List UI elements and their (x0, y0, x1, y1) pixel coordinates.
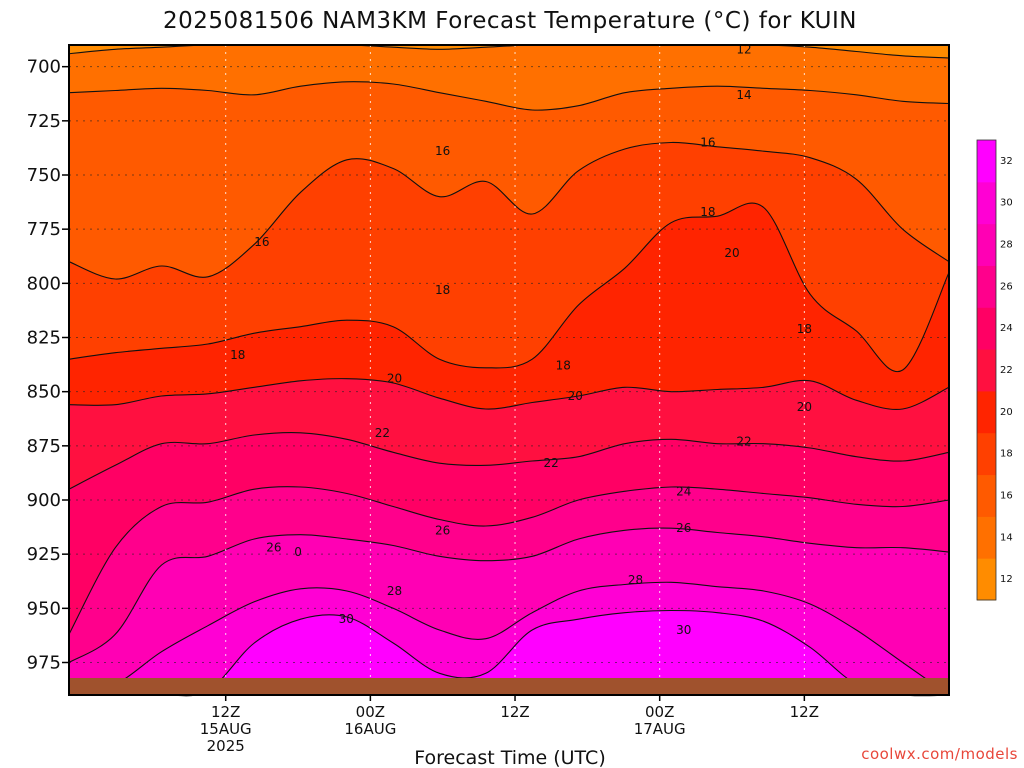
colorbar-label: 14 (1000, 532, 1013, 543)
x-tick-label: 17AUG (634, 720, 686, 738)
y-tick-label: 975 (27, 653, 61, 674)
contour-line-28 (68, 581, 950, 696)
colorbar-frame (976, 139, 997, 601)
colorbar-swatch (977, 140, 996, 183)
fill-band-above-30 (69, 610, 949, 696)
contour-label: 18 (556, 359, 571, 373)
contour-line-16 (68, 141, 950, 280)
contour-label: 0 (294, 545, 302, 559)
contour-label: 14 (736, 88, 751, 102)
contour-label: 16 (435, 144, 450, 158)
colorbar-swatch (977, 474, 996, 517)
colorbar-swatch (977, 558, 996, 601)
colorbar-label: 20 (1000, 407, 1013, 418)
colorbar-swatch (977, 390, 996, 434)
y-tick-label: 950 (27, 598, 61, 619)
colorbar-label: 30 (1000, 198, 1013, 209)
colorbar-label: 24 (1000, 323, 1013, 334)
contour-line-20 (68, 378, 950, 411)
y-tick-label: 700 (27, 57, 61, 78)
colorbar-label: 18 (1000, 449, 1013, 460)
colorbar-swatch (977, 265, 996, 308)
x-tick-label: 12Z (211, 703, 240, 721)
contour-label: 24 (676, 484, 691, 498)
y-tick-label: 725 (27, 111, 61, 132)
credit-text: coolwx.com/models (861, 745, 1018, 763)
y-tick-label: 900 (27, 490, 61, 511)
contour-label: 28 (628, 573, 643, 587)
contour-label: 20 (797, 400, 812, 414)
contour-label: 20 (568, 389, 583, 403)
contour-label: 22 (736, 435, 751, 449)
contour-label: 20 (724, 246, 739, 260)
plot-frame (68, 44, 950, 696)
colorbar: 12 14 16 18 20 22 24 26 28 30 32 (976, 139, 1013, 601)
x-tick-label: 00Z (356, 703, 385, 721)
x-tick-label: 12Z (500, 703, 529, 721)
colorbar-swatch (977, 307, 996, 350)
y-axis: 700 725 750 775 800 825 850 875 900 925 950 975 (27, 57, 69, 674)
contour-label: 26 (676, 521, 691, 535)
contour-line-24 (68, 486, 950, 635)
contour-label: 26 (435, 523, 450, 537)
contour-label: 18 (230, 348, 245, 362)
contour-label: 18 (435, 283, 450, 297)
contour-label: 18 (797, 322, 812, 336)
contour-line-14 (68, 81, 950, 111)
colorbar-swatch (977, 181, 996, 225)
x-tick-label: 16AUG (344, 720, 396, 738)
y-tick-label: 875 (27, 436, 61, 457)
contour-line-layer (68, 44, 950, 697)
ground-layer (69, 678, 949, 695)
colorbar-swatch (977, 223, 996, 266)
x-axis-title: Forecast Time (UTC) (414, 747, 605, 768)
y-tick-label: 775 (27, 219, 61, 240)
colorbar-swatch (977, 349, 996, 392)
colorbar-label: 12 (1000, 574, 1013, 585)
contour-label: 18 (700, 205, 715, 219)
colorbar-swatch (977, 432, 996, 476)
x-tick-label: 15AUG (200, 720, 252, 738)
colorbar-label: 26 (1000, 281, 1013, 292)
contour-label: 22 (544, 456, 559, 470)
contour-label: 16 (700, 136, 715, 150)
y-tick-label: 750 (27, 165, 61, 186)
contour-label: 20 (387, 372, 402, 386)
contour-label: 26 (266, 541, 281, 555)
y-tick-label: 925 (27, 544, 61, 565)
contour-label: 28 (387, 584, 402, 598)
contour-label: 30 (676, 623, 691, 637)
ground-surface (69, 678, 949, 695)
y-tick-label: 800 (27, 273, 61, 294)
x-tick-label: 00Z (645, 703, 674, 721)
contour-label: 22 (375, 426, 390, 440)
x-tick-label: 2025 (207, 737, 245, 755)
temperature-fill-layer (69, 44, 949, 696)
colorbar-label: 16 (1000, 490, 1013, 501)
colorbar-label: 32 (1000, 156, 1013, 167)
colorbar-label: 22 (1000, 365, 1013, 376)
y-tick-label: 825 (27, 328, 61, 349)
contour-label: 16 (254, 235, 269, 249)
contour-line-22 (68, 432, 950, 490)
chart-title: 2025081506 NAM3KM Forecast Temperature (… (163, 8, 857, 34)
y-tick-label: 850 (27, 382, 61, 403)
colorbar-label: 28 (1000, 240, 1013, 251)
x-tick-label: 12Z (790, 703, 819, 721)
colorbar-swatch (977, 516, 996, 559)
contour-line-18 (68, 202, 950, 373)
contour-label: 30 (339, 612, 354, 626)
